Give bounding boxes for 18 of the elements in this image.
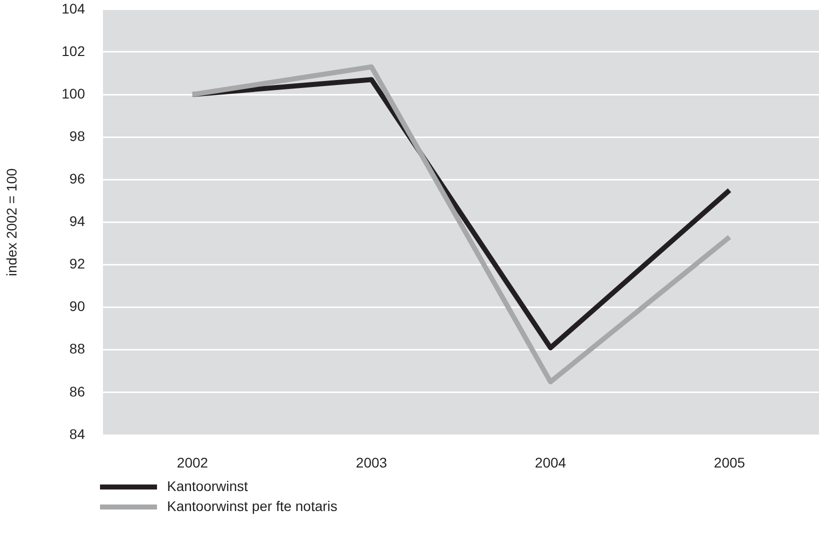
y-tick-label: 90 — [69, 298, 86, 314]
y-tick-label: 86 — [69, 383, 86, 400]
y-tick-label: 88 — [69, 340, 86, 357]
x-tick-label: 2002 — [176, 454, 208, 470]
y-tick-label: 92 — [69, 256, 86, 272]
y-tick-label: 84 — [69, 426, 86, 442]
x-tick-label: 2005 — [714, 454, 746, 470]
y-tick-label: 94 — [69, 213, 86, 230]
x-tick-label: 2003 — [356, 454, 388, 470]
y-axis-title: index 2002 = 100 — [3, 168, 20, 276]
y-tick-label: 104 — [62, 0, 86, 16]
y-tick-label: 100 — [62, 85, 86, 102]
y-tick-label: 96 — [69, 170, 86, 186]
y-tick-label: 102 — [62, 42, 86, 59]
legend-label: Kantoorwinst per fte notaris — [167, 498, 338, 514]
legend-label: Kantoorwinst — [167, 478, 248, 494]
x-tick-label: 2004 — [534, 454, 566, 470]
y-tick-label: 98 — [69, 128, 86, 144]
